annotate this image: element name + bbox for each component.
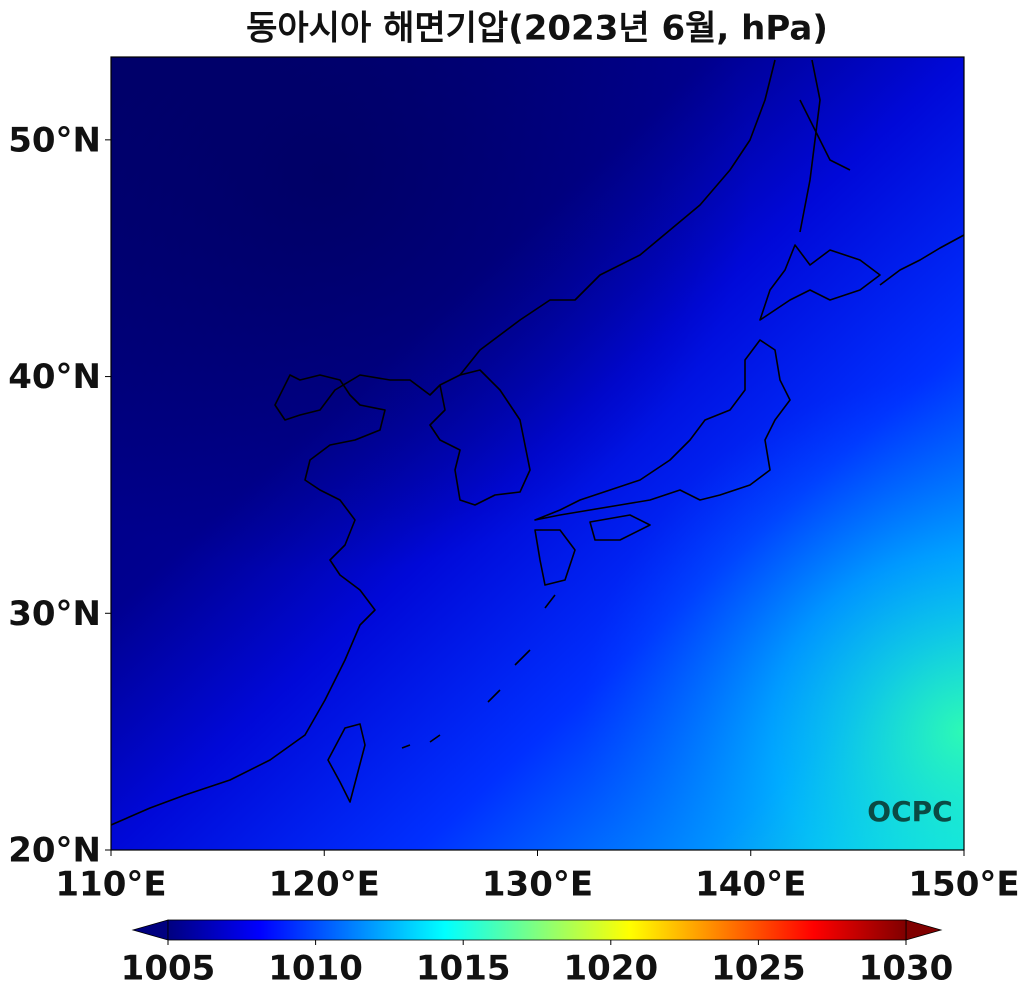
colorbar-tick-label: 1015 bbox=[416, 949, 511, 989]
coastline-korea bbox=[429, 369, 531, 506]
coastline-shikoku bbox=[589, 514, 651, 541]
colorbar-tick-label: 1020 bbox=[563, 949, 658, 989]
x-tick-label: 130°E bbox=[482, 865, 593, 905]
chart-title: 동아시아 해면기압(2023년 6월, hPa) bbox=[246, 9, 828, 49]
map-panel: OCPC bbox=[110, 56, 965, 851]
logo: OCPC bbox=[867, 795, 952, 828]
colorbar-tick-label: 1010 bbox=[268, 949, 363, 989]
pressure-field-high bbox=[111, 57, 964, 850]
axes: 110°E 120°E 130°E 140°E 150°E 20°N 30°N 40°N 50°… bbox=[8, 120, 1019, 904]
coastline-kurils bbox=[879, 234, 965, 286]
coastline-mainland bbox=[110, 59, 776, 826]
colorbar-body bbox=[167, 919, 907, 941]
x-tick-label: 150°E bbox=[908, 865, 1019, 905]
y-tick-label: 40°N bbox=[8, 357, 101, 397]
colorbar-extend-max bbox=[905, 919, 943, 941]
coastline-sakhalin bbox=[799, 59, 851, 233]
x-tick-label: 110°E bbox=[55, 865, 166, 905]
colorbar-tick-label: 1030 bbox=[859, 949, 954, 989]
coastline-ryukyu bbox=[401, 594, 556, 749]
coastline-kyushu bbox=[534, 529, 576, 586]
y-tick-label: 30°N bbox=[8, 594, 101, 634]
x-tick-label: 140°E bbox=[695, 865, 806, 905]
coastline-hokkaido bbox=[759, 244, 881, 321]
colorbar: 1005 1010 1015 1020 1025 1030 bbox=[121, 919, 954, 989]
coastline-taiwan bbox=[327, 723, 366, 803]
colorbar-extend-min bbox=[131, 919, 169, 941]
colorbar-tick-label: 1025 bbox=[711, 949, 806, 989]
y-tick-label: 20°N bbox=[8, 831, 101, 871]
x-tick-label: 120°E bbox=[269, 865, 380, 905]
y-tick-label: 50°N bbox=[8, 120, 101, 160]
coastline-honshu bbox=[534, 339, 791, 521]
colorbar-tick-label: 1005 bbox=[121, 949, 216, 989]
